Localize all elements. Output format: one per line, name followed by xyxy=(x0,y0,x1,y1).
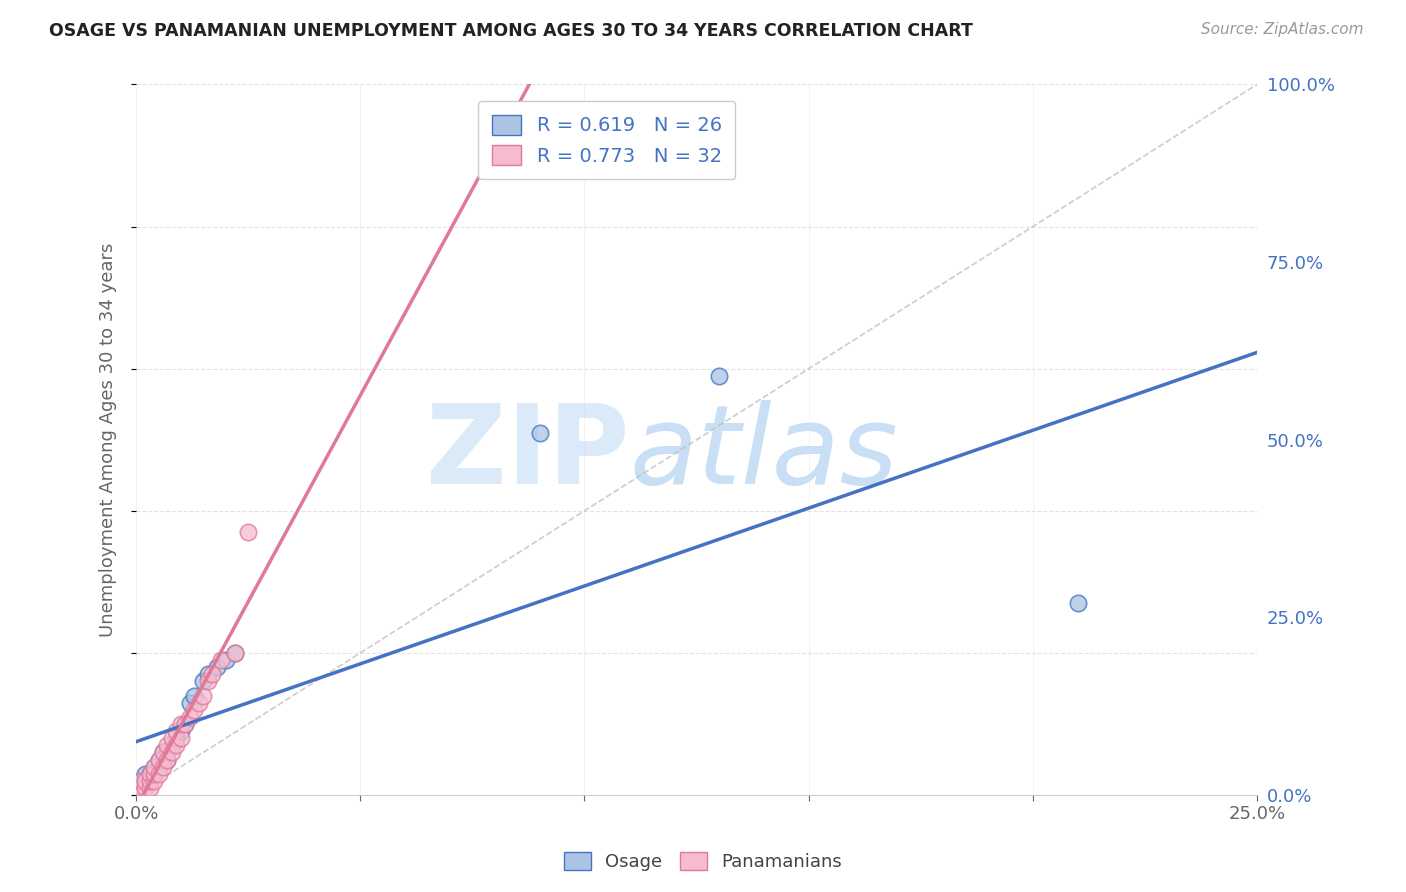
Point xyxy=(174,717,197,731)
Point xyxy=(166,731,188,746)
Point xyxy=(143,773,166,788)
Point xyxy=(143,766,166,780)
Point xyxy=(160,731,183,746)
Point xyxy=(193,689,215,703)
Point xyxy=(224,646,246,660)
Point xyxy=(156,746,179,760)
Point xyxy=(160,746,183,760)
Point xyxy=(205,660,228,674)
Point xyxy=(193,674,215,689)
Point xyxy=(148,752,170,766)
Point xyxy=(143,759,166,773)
Point xyxy=(152,746,174,760)
Point xyxy=(187,696,209,710)
Point xyxy=(138,766,160,780)
Text: ZIP: ZIP xyxy=(426,401,630,508)
Legend: R = 0.619   N = 26, R = 0.773   N = 32: R = 0.619 N = 26, R = 0.773 N = 32 xyxy=(478,102,735,179)
Point xyxy=(215,653,238,667)
Point xyxy=(197,674,219,689)
Point xyxy=(148,759,170,773)
Point xyxy=(170,731,193,746)
Point xyxy=(183,689,205,703)
Point xyxy=(174,717,197,731)
Point xyxy=(707,368,730,383)
Point xyxy=(156,739,179,753)
Point xyxy=(129,773,152,788)
Y-axis label: Unemployment Among Ages 30 to 34 years: Unemployment Among Ages 30 to 34 years xyxy=(100,243,117,637)
Point xyxy=(1066,596,1088,610)
Point xyxy=(143,759,166,773)
Point xyxy=(148,752,170,766)
Point xyxy=(138,773,160,788)
Point xyxy=(134,773,156,788)
Point xyxy=(134,766,156,780)
Point xyxy=(138,780,160,795)
Point xyxy=(138,766,160,780)
Point xyxy=(197,667,219,681)
Point xyxy=(201,667,224,681)
Point xyxy=(156,752,179,766)
Point xyxy=(148,766,170,780)
Text: Source: ZipAtlas.com: Source: ZipAtlas.com xyxy=(1201,22,1364,37)
Point xyxy=(134,780,156,795)
Point xyxy=(170,717,193,731)
Point xyxy=(160,739,183,753)
Point xyxy=(224,646,246,660)
Point xyxy=(170,724,193,739)
Point xyxy=(166,739,188,753)
Text: atlas: atlas xyxy=(630,401,898,508)
Point xyxy=(138,766,160,780)
Point xyxy=(183,703,205,717)
Point xyxy=(143,766,166,780)
Point xyxy=(156,752,179,766)
Point xyxy=(529,425,551,440)
Point xyxy=(129,780,152,795)
Point xyxy=(238,525,260,540)
Point xyxy=(166,724,188,739)
Text: OSAGE VS PANAMANIAN UNEMPLOYMENT AMONG AGES 30 TO 34 YEARS CORRELATION CHART: OSAGE VS PANAMANIAN UNEMPLOYMENT AMONG A… xyxy=(49,22,973,40)
Point xyxy=(209,653,232,667)
Point xyxy=(179,710,201,724)
Point xyxy=(152,746,174,760)
Point xyxy=(152,759,174,773)
Point xyxy=(129,773,152,788)
Point xyxy=(179,696,201,710)
Legend: Osage, Panamanians: Osage, Panamanians xyxy=(557,845,849,879)
Point xyxy=(134,773,156,788)
